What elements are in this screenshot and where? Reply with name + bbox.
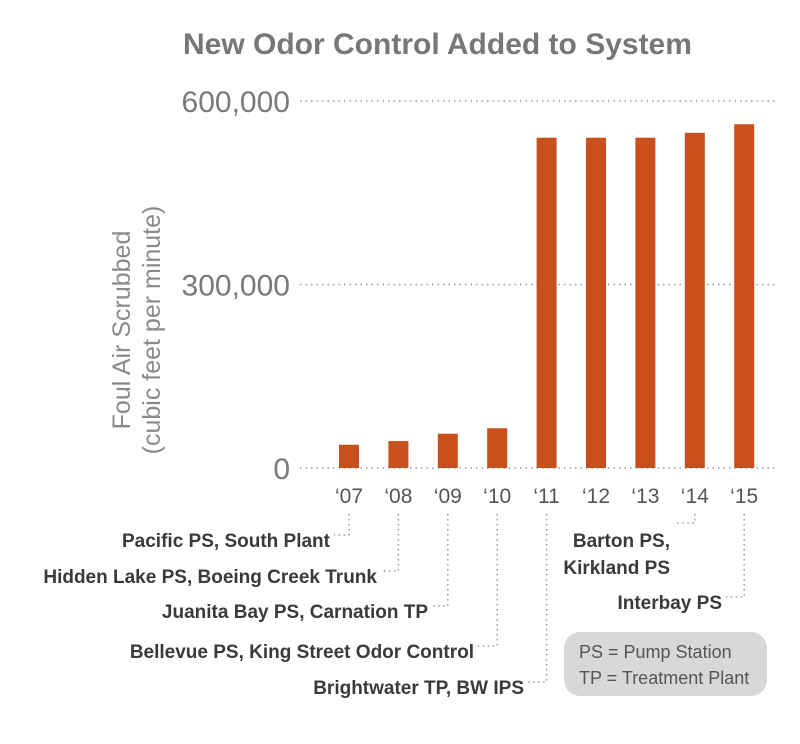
x-tick-label: ‘12 bbox=[582, 485, 610, 508]
x-tick-label: ‘14 bbox=[681, 485, 709, 508]
annotation-leader bbox=[334, 514, 350, 536]
legend-background bbox=[564, 632, 767, 696]
x-tick-label: ‘07 bbox=[335, 485, 363, 508]
legend-tp: TP = Treatment Plant bbox=[579, 668, 749, 688]
annotation-label: Kirkland PS bbox=[563, 558, 670, 579]
bar bbox=[487, 428, 508, 468]
annotation-label: Juanita Bay PS, Carnation TP bbox=[162, 602, 428, 623]
chart-title: New Odor Control Added to System bbox=[183, 28, 692, 61]
annotation-label: Interbay PS bbox=[617, 593, 722, 614]
annotation-label: Bellevue PS, King Street Odor Control bbox=[130, 642, 474, 663]
x-tick-label: ‘13 bbox=[631, 485, 659, 508]
bar bbox=[339, 444, 359, 468]
annotation-leader bbox=[381, 514, 400, 572]
legend-box: PS = Pump Station TP = Treatment Plant bbox=[564, 632, 767, 696]
annotation-label: Brightwater TP, BW IPS bbox=[313, 678, 524, 699]
y-tick-label: 300,000 bbox=[182, 270, 290, 303]
y-axis-ticks: 0 300,000 600,000 bbox=[182, 86, 290, 486]
annotation-leader bbox=[478, 514, 498, 647]
y-tick-label: 0 bbox=[273, 453, 290, 486]
x-tick-label: ‘15 bbox=[730, 485, 758, 508]
bar bbox=[734, 124, 755, 468]
bar bbox=[388, 441, 409, 468]
annotation-leader bbox=[432, 514, 449, 607]
annotation-label: Barton PS, bbox=[573, 531, 670, 552]
x-tick-label: ‘11 bbox=[533, 485, 559, 508]
legend-ps: PS = Pump Station bbox=[579, 642, 732, 662]
annotation-leader bbox=[528, 514, 548, 683]
bar bbox=[586, 137, 606, 468]
x-tick-label: ‘08 bbox=[384, 485, 412, 508]
x-axis-ticks: ‘07 ‘08 ‘09 ‘10 ‘11 ‘12 ‘13 ‘14 ‘15 bbox=[335, 485, 758, 508]
annotation-label: Hidden Lake PS, Boeing Creek Trunk bbox=[43, 567, 377, 588]
annotation-label: Pacific PS, South Plant bbox=[122, 531, 331, 552]
bar bbox=[684, 132, 705, 468]
x-tick-label: ‘10 bbox=[483, 485, 511, 508]
annotations: Pacific PS, South Plant Hidden Lake PS, B… bbox=[43, 514, 745, 699]
bar bbox=[437, 433, 458, 468]
annotation-leader bbox=[726, 514, 745, 598]
bars bbox=[339, 124, 755, 468]
annotation-leader bbox=[674, 514, 696, 524]
y-tick-label: 600,000 bbox=[182, 86, 290, 119]
y-axis-label-line-1: Foul Air Scrubbed bbox=[108, 231, 136, 430]
bar bbox=[635, 137, 656, 468]
y-axis-label-line-2: (cubic feet per minute) bbox=[138, 206, 166, 455]
x-tick-label: ‘09 bbox=[434, 485, 462, 508]
bar bbox=[536, 137, 557, 468]
